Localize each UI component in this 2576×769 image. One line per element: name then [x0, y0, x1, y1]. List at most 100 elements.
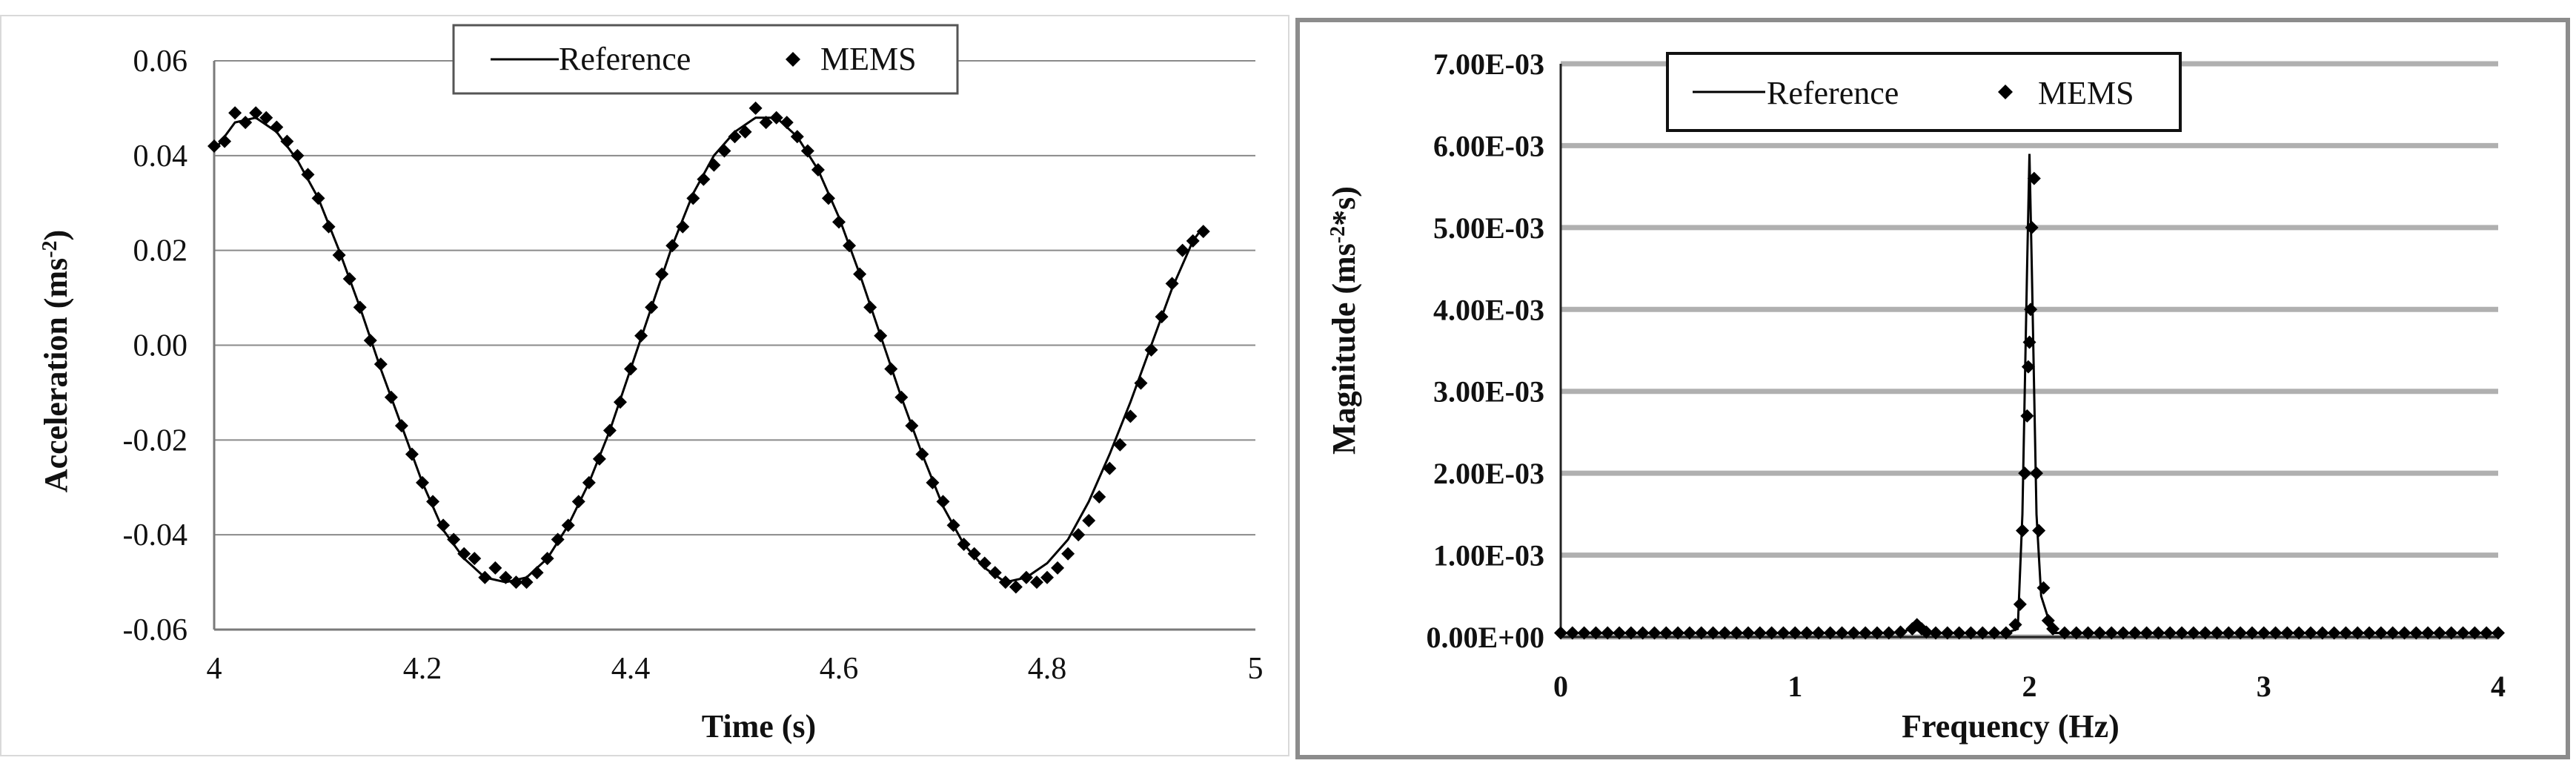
mems-data-point [291, 148, 305, 162]
mems-data-point [2351, 626, 2365, 640]
mems-data-point [2409, 626, 2423, 640]
mems-data-point [697, 172, 711, 186]
mems-data-point [2456, 626, 2470, 640]
frequency-domain-chart-panel: 0.00E+00 1.00E-03 2.00E-03 3.00E-03 4.00E-03… [1295, 18, 2570, 759]
mems-data-point [2363, 626, 2377, 640]
x-tick-label: 3 [2257, 670, 2271, 703]
mems-data-point [2140, 626, 2154, 640]
mems-data-point [1847, 626, 1861, 640]
mems-data-point [2081, 626, 2095, 640]
mems-data-point [405, 447, 419, 461]
mems-data-point [624, 362, 637, 376]
y-tick-label: 0.04 [133, 139, 188, 174]
mems-data-point [1613, 626, 1627, 640]
mems-data-point [2245, 626, 2259, 640]
x-tick-label: 0 [1553, 670, 1568, 703]
mems-data-point [270, 120, 284, 134]
mems-data-point [1186, 234, 1200, 248]
mems-data-point [1940, 626, 1954, 640]
legend: Reference MEMS [452, 24, 959, 95]
mems-data-point [1694, 626, 1708, 640]
mems-data-point [1718, 626, 1732, 640]
mems-data-point [509, 575, 523, 590]
mems-data-point [2198, 626, 2212, 640]
mems-data-point [1196, 225, 1210, 239]
mems-data-point [884, 362, 898, 376]
mems-data-point [1999, 626, 2013, 640]
mems-data-point [208, 139, 221, 154]
mems-data-point [957, 537, 971, 551]
mems-data-point [863, 300, 877, 314]
grid-lines [214, 60, 1255, 630]
mems-data-point [1988, 626, 2002, 640]
mems-data-point [2257, 626, 2271, 640]
mems-data-point [2292, 626, 2306, 640]
mems-data-point [1040, 570, 1054, 584]
y-tick-label: 7.00E-03 [1433, 47, 1544, 81]
mems-data-point [1155, 310, 1169, 324]
mems-data-point [2315, 626, 2329, 640]
mems-data-point [1601, 626, 1615, 640]
y-axis-label: Acceleration (ms-2) [38, 230, 74, 492]
mems-data-point [322, 220, 336, 234]
x-tick-label: 4.4 [611, 652, 651, 686]
y-tick-label: -0.04 [123, 518, 188, 552]
mems-data-point [2105, 626, 2119, 640]
mems-data-point [821, 191, 835, 205]
mems-data-point [2163, 626, 2177, 640]
time-domain-chart: -0.06-0.04-0.020.000.020.040.06 4 4.2 4.4 4… [38, 24, 1264, 745]
mems-data-point [363, 334, 377, 348]
mems-data-point [394, 419, 408, 433]
mems-data-point [1019, 570, 1033, 584]
mems-data-point [1706, 626, 1720, 640]
mems-data-point [1092, 490, 1106, 504]
mems-data-point [519, 575, 534, 590]
mems-data-point [353, 300, 367, 314]
mems-data-point [1730, 626, 1744, 640]
mems-data-point [1636, 626, 1650, 640]
mems-data-point [2041, 613, 2055, 627]
reference-series-line [1561, 154, 2498, 634]
mems-data-point [1009, 580, 1023, 594]
mems-data-point [717, 144, 731, 158]
mems-data-point [1082, 513, 1096, 527]
mems-data-point [843, 239, 857, 253]
y-tick-label: 0.00 [133, 329, 188, 363]
mems-data-point [1165, 277, 1179, 291]
mems-data-point [1647, 626, 1662, 640]
mems-data-point [468, 552, 482, 566]
mems-data-point [905, 419, 919, 433]
series-group [1554, 154, 2505, 640]
mems-data-point [426, 495, 440, 509]
mems-data-point [1800, 626, 1814, 640]
legend-mems-marker [1998, 85, 2013, 99]
x-axis-label: Time (s) [702, 708, 816, 745]
mems-data-point [728, 130, 742, 144]
legend-reference-label: Reference [1767, 75, 1899, 111]
mems-data-point [2210, 626, 2224, 640]
mems-data-point [2032, 524, 2046, 538]
y-tick-label: 2.00E-03 [1433, 457, 1544, 490]
y-axis-label: Magnitude (ms-2*s) [1326, 186, 1362, 455]
mems-data-point [1072, 528, 1086, 542]
mems-data-point [780, 116, 794, 130]
grid-lines [1561, 61, 2498, 640]
mems-data-point [1765, 626, 1779, 640]
mems-data-point [2234, 626, 2248, 640]
mems-data-point [1682, 626, 1696, 640]
x-tick-label: 1 [1787, 670, 1802, 703]
mems-data-point [1870, 626, 1884, 640]
axes [213, 61, 1255, 631]
mems-data-point [1554, 626, 1567, 640]
mems-data-point [800, 144, 814, 158]
mems-data-point [2304, 626, 2317, 640]
mems-data-point [2057, 626, 2071, 640]
mems-data-point [645, 300, 659, 314]
y-tick-label: 1.00E-03 [1433, 539, 1544, 572]
mems-data-point [1753, 626, 1767, 640]
mems-data-point [2468, 626, 2482, 640]
y-tick-label: -0.06 [123, 613, 188, 647]
y-tick-label: 0.06 [133, 44, 188, 79]
axes [1559, 64, 2498, 638]
mems-data-point [384, 390, 398, 404]
